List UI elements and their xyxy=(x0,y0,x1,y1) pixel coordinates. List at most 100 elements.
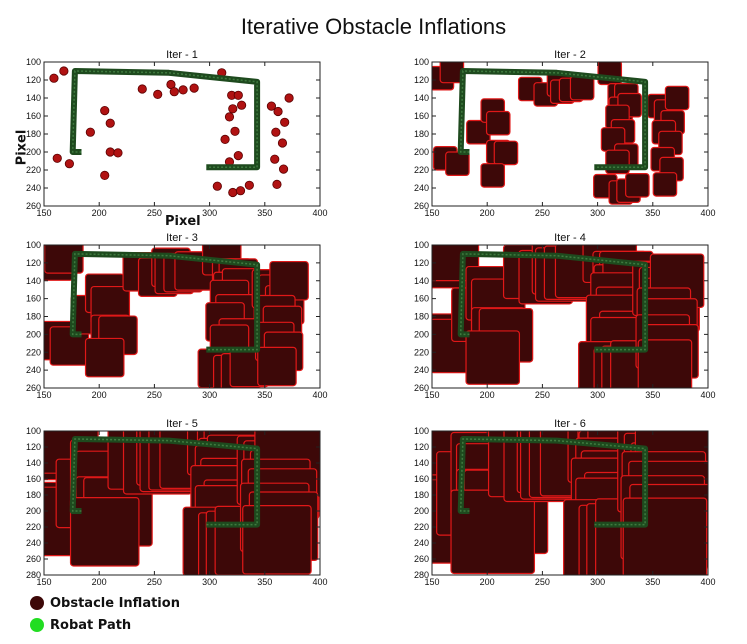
x-tick-label: 350 xyxy=(645,577,660,587)
x-tick-label: 400 xyxy=(700,390,715,400)
obstacles xyxy=(49,66,294,198)
robot-path-highlight xyxy=(459,438,646,526)
legend-swatch-obstacle xyxy=(30,596,44,610)
x-tick-label: 250 xyxy=(147,577,162,587)
y-tick-label: 140 xyxy=(26,276,41,286)
obstacle-point xyxy=(244,180,254,190)
obstacle-inflation xyxy=(242,505,312,575)
robot-path-highlight xyxy=(71,70,258,169)
x-tick-label: 200 xyxy=(480,208,495,218)
obstacle-point xyxy=(100,170,110,180)
y-tick-label: 100 xyxy=(414,57,429,67)
obstacle-point xyxy=(49,73,59,83)
y-tick-label: 140 xyxy=(414,93,429,103)
panel-title: Iter - 4 xyxy=(554,232,586,244)
obstacle-point xyxy=(228,104,238,114)
obstacle-point xyxy=(266,101,277,111)
obstacle-point xyxy=(212,181,222,191)
y-tick-label: 120 xyxy=(414,75,429,85)
obstacle-point xyxy=(137,84,147,94)
y-tick-label: 240 xyxy=(26,365,41,375)
legend: Obstacle Inflation Robat Path xyxy=(30,592,180,636)
panel-3: Iter - 3 150 200 250 300 350 400 100 120 140 160 18… xyxy=(26,232,328,400)
y-tick-label: 140 xyxy=(26,93,41,103)
x-tick-label: 350 xyxy=(257,577,272,587)
plot-content xyxy=(432,62,690,205)
plot-frame xyxy=(43,430,321,576)
obstacle-point xyxy=(105,118,115,128)
y-tick-label: 200 xyxy=(414,329,429,339)
y-tick-label: 260 xyxy=(414,554,429,564)
x-tick-label: 400 xyxy=(312,577,327,587)
panel-5: Iter - 5 150 200 250 300 350 400 100 120 140 160 18… xyxy=(26,418,328,587)
obstacle-point xyxy=(230,126,240,136)
obstacle-point xyxy=(277,138,288,148)
x-tick-label: 200 xyxy=(92,208,107,218)
figure-title: Iterative Obstacle Inflations xyxy=(240,14,507,39)
y-tick-label: 220 xyxy=(414,522,429,532)
obstacle-point xyxy=(278,164,289,174)
legend-item-path: Robat Path xyxy=(30,614,180,636)
y-tick-label: 160 xyxy=(26,474,41,484)
plot-content xyxy=(44,431,320,575)
obstacle-point xyxy=(271,127,281,137)
robot-path-highlight xyxy=(71,253,258,351)
obstacle-inflation xyxy=(69,497,140,567)
robot-path-highlight xyxy=(71,438,258,526)
obstacle-point xyxy=(59,66,69,76)
y-tick-label: 100 xyxy=(26,426,41,436)
obstacle-inflation xyxy=(465,330,521,385)
obstacle-inflation xyxy=(269,260,309,301)
x-tick-label: 250 xyxy=(147,208,162,218)
y-tick-label: 200 xyxy=(26,506,41,516)
obstacle-point xyxy=(228,187,238,198)
legend-label-path: Robat Path xyxy=(50,617,132,633)
obstacle-inflation xyxy=(625,173,650,198)
plot-content xyxy=(49,66,294,198)
x-tick-label: 400 xyxy=(312,208,327,218)
obstacle-inflation xyxy=(622,497,708,575)
obstacle-point xyxy=(280,117,290,127)
y-tick-label: 160 xyxy=(26,294,41,304)
x-tick-label: 300 xyxy=(202,390,217,400)
x-tick-label: 200 xyxy=(480,390,495,400)
y-tick-label: 100 xyxy=(26,240,41,250)
y-tick-label: 220 xyxy=(414,165,429,175)
obstacle-point xyxy=(52,153,62,163)
obstacle-point xyxy=(220,134,230,144)
x-tick-label: 250 xyxy=(147,390,162,400)
y-tick-label: 200 xyxy=(414,506,429,516)
x-tick-label: 350 xyxy=(645,390,660,400)
obstacle-point xyxy=(85,127,95,137)
panel-2: Iter - 2 150 200 250 300 350 400 100 120 140 160 18… xyxy=(414,49,716,218)
x-tick-label: 250 xyxy=(535,208,550,218)
obstacle-point xyxy=(100,106,110,116)
legend-swatch-path xyxy=(30,618,44,632)
y-tick-label: 220 xyxy=(26,522,41,532)
x-tick-label: 150 xyxy=(424,208,439,218)
y-tick-label: 160 xyxy=(414,474,429,484)
chart-panels: Iter - 1 150 200 250 300 350 400 100 120 140 160 18… xyxy=(26,49,716,587)
x-tick-label: 300 xyxy=(590,577,605,587)
obstacle-point xyxy=(233,151,243,161)
y-axis-label: Pixel xyxy=(14,129,30,166)
obstacle-point xyxy=(270,154,280,164)
y-tick-label: 220 xyxy=(26,347,41,357)
obstacle-point xyxy=(113,148,123,158)
y-tick-label: 240 xyxy=(414,365,429,375)
obstacle-point xyxy=(169,87,179,97)
obstacle-inflation xyxy=(652,172,678,197)
obstacle-inflation xyxy=(485,110,511,136)
plot-frame xyxy=(431,430,709,576)
y-tick-label: 100 xyxy=(26,57,41,67)
x-axis-label: Pixel xyxy=(165,214,201,229)
panel-6: Iter - 6 150 200 250 300 350 400 100 120 140 160 18… xyxy=(414,418,716,587)
x-tick-label: 150 xyxy=(36,390,51,400)
y-tick-label: 100 xyxy=(414,426,429,436)
y-tick-label: 280 xyxy=(414,570,429,580)
x-tick-label: 300 xyxy=(590,208,605,218)
obstacle-point xyxy=(178,85,188,95)
obstacle-inflation xyxy=(445,151,470,176)
y-tick-label: 200 xyxy=(26,147,41,157)
obstacle-point xyxy=(272,179,282,189)
